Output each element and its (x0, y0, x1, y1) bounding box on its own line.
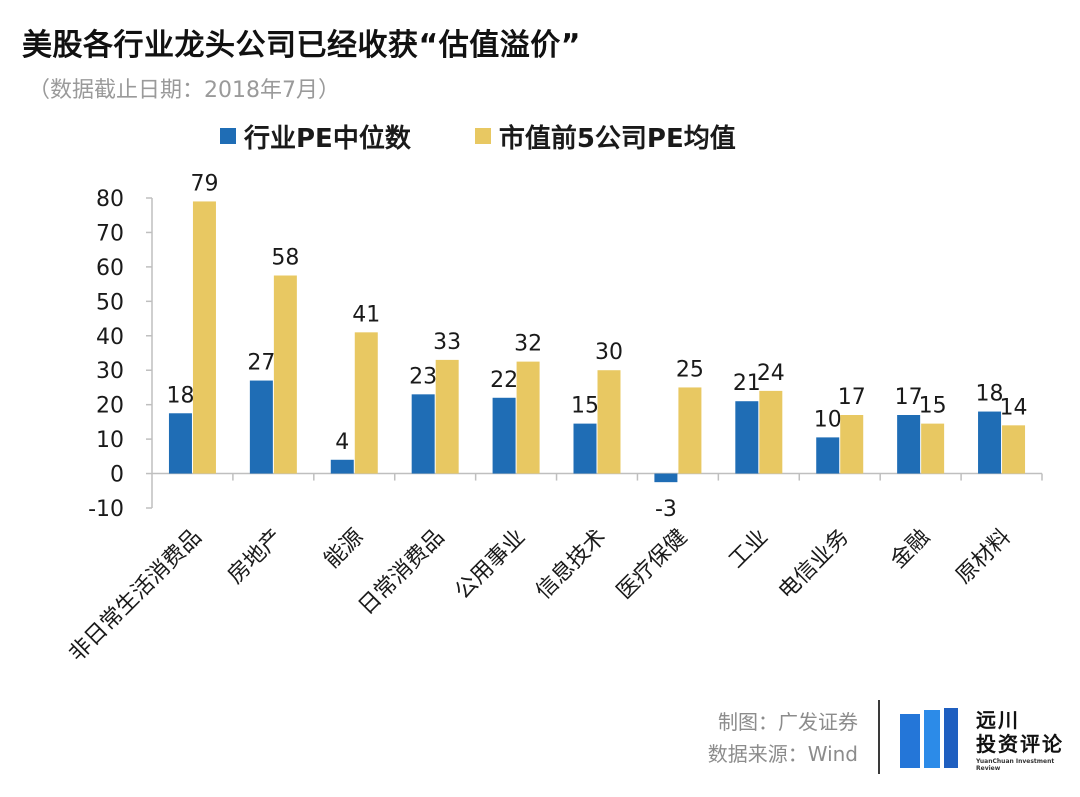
legend-swatch-top5 (474, 128, 491, 144)
bar-top5-pe (840, 415, 864, 474)
brand-logo-text: 远川 投资评论 YuanChuan Investment Review (976, 708, 1080, 772)
data-label-top5-pe: 15 (919, 394, 947, 419)
bar-median-pe (411, 394, 435, 474)
bar-median-pe (654, 473, 678, 483)
y-tick-label: 20 (96, 394, 124, 419)
data-label-median-pe: -3 (655, 497, 677, 522)
data-label-median-pe: 21 (733, 371, 761, 396)
data-label-top5-pe: 17 (838, 385, 866, 410)
bar-top5-pe (921, 423, 945, 474)
brand-name-line2: 投资评论 (976, 732, 1064, 756)
x-category-label: 能源 (320, 525, 369, 574)
y-tick-label: 30 (96, 359, 124, 384)
data-label-top5-pe: 33 (433, 330, 461, 355)
data-label-median-pe: 10 (814, 407, 842, 432)
x-category-label: 非日常生活消费品 (65, 525, 207, 667)
x-category-label: 公用事业 (450, 525, 530, 605)
chart-title: 美股各行业龙头公司已经收获“估值溢价” (22, 28, 581, 63)
legend-label-median: 行业PE中位数 (244, 123, 411, 154)
data-date-note: （数据截止日期：2018年7月） (28, 78, 340, 103)
data-label-top5-pe: 25 (676, 357, 704, 382)
x-category-label: 工业 (724, 525, 773, 574)
legend-item-top5: 市值前5公司PE均值 (474, 118, 736, 155)
y-tick-label: 10 (96, 428, 124, 453)
bar-top5-pe (516, 361, 540, 474)
x-category-label: 房地产 (223, 525, 287, 589)
y-tick-label: 40 (96, 325, 124, 350)
bar-top5-pe (597, 370, 621, 474)
bar-median-pe (735, 401, 759, 474)
data-label-top5-pe: 30 (595, 340, 623, 365)
x-category-label: 电信业务 (774, 525, 854, 605)
y-tick-label: 80 (96, 187, 124, 212)
y-tick-label: 70 (96, 221, 124, 246)
legend-item-median: 行业PE中位数 (220, 118, 411, 155)
data-label-median-pe: 18 (976, 382, 1004, 407)
data-label-median-pe: 22 (490, 368, 518, 393)
data-source-credit: 数据来源：Wind (707, 742, 858, 766)
footer-credits: 制图：广发证券 数据来源：Wind (708, 706, 858, 770)
data-label-top5-pe: 41 (352, 302, 380, 327)
bar-top5-pe (1002, 425, 1026, 474)
bar-top5-pe (678, 387, 702, 474)
x-category-label: 医疗保健 (612, 525, 692, 605)
data-label-median-pe: 17 (895, 385, 923, 410)
x-category-label: 原材料 (951, 525, 1015, 589)
bar-median-pe (816, 437, 840, 474)
data-label-top5-pe: 79 (190, 171, 218, 196)
x-category-label: 信息技术 (531, 525, 611, 605)
bar-top5-pe (273, 275, 297, 474)
data-label-median-pe: 15 (571, 394, 599, 419)
bar-median-pe (978, 411, 1002, 474)
chart-legend: 行业PE中位数 市值前5公司PE均值 (220, 116, 800, 156)
bar-median-pe (573, 423, 597, 474)
bar-median-pe (249, 380, 273, 474)
data-label-median-pe: 27 (247, 351, 275, 376)
bar-median-pe (897, 415, 921, 474)
data-label-top5-pe: 32 (514, 332, 542, 357)
bar-top5-pe (759, 390, 783, 474)
data-label-top5-pe: 14 (1000, 395, 1028, 420)
data-label-top5-pe: 58 (271, 246, 299, 271)
data-label-median-pe: 4 (335, 430, 349, 455)
data-label-median-pe: 18 (166, 383, 194, 408)
bar-top5-pe (192, 201, 216, 474)
y-tick-label: 50 (96, 290, 124, 315)
data-label-median-pe: 23 (409, 364, 437, 389)
x-category-label: 金融 (886, 525, 935, 574)
legend-swatch-median (220, 128, 236, 144)
y-tick-label: 60 (96, 256, 124, 281)
footer-divider (878, 700, 880, 774)
brand-name-english: YuanChuan Investment Review (976, 758, 1055, 772)
brand-name-line1: 远川 (976, 708, 1020, 732)
data-label-top5-pe: 24 (757, 361, 785, 386)
bar-top5-pe (354, 332, 378, 474)
chart-maker-credit: 制图：广发证券 (718, 710, 858, 734)
y-tick-label: 0 (110, 463, 124, 488)
bar-median-pe (492, 397, 516, 474)
x-category-label: 日常消费品 (354, 525, 449, 620)
yuanchuan-logo-icon (900, 708, 958, 768)
bar-median-pe (330, 459, 354, 474)
y-tick-label: -10 (88, 497, 124, 522)
bar-top5-pe (435, 359, 459, 474)
legend-label-top5: 市值前5公司PE均值 (498, 123, 736, 154)
bar-median-pe (168, 413, 192, 474)
